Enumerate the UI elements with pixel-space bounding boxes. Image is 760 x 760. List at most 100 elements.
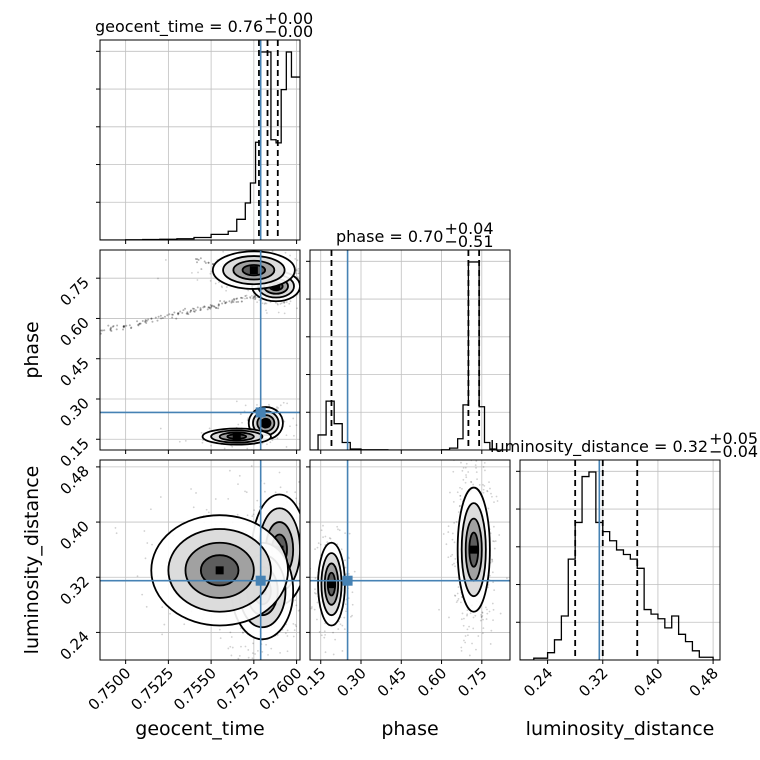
panel-phase-vs-geocent_time-sample [314, 292, 316, 294]
panel-geocent_time-vs-geocent_time-hist-group [100, 51, 300, 240]
panel-luminosity_distance-vs-phase-sample [458, 505, 461, 508]
panel-phase-vs-geocent_time-tail-sample [181, 311, 184, 314]
panel-phase-vs-geocent_time-sample [210, 444, 212, 447]
panel-phase-vs-geocent_time-tail-sample [196, 261, 199, 264]
panel-phase-vs-geocent_time-sample [239, 413, 242, 415]
panel-phase-vs-geocent_time-sample [288, 302, 291, 305]
title-geocent_time-plus: +0.00 [264, 9, 313, 28]
panel-luminosity_distance-vs-phase-sample [344, 603, 347, 606]
panel-luminosity_distance-vs-phase-sample [451, 563, 454, 566]
panel-luminosity_distance-vs-phase-sample [448, 616, 450, 619]
panel-luminosity_distance-vs-phase-sample [324, 633, 326, 636]
panel-phase-vs-geocent_time-tail-sample [207, 261, 210, 264]
panel-luminosity_distance-vs-phase-sample [469, 612, 472, 615]
panel-luminosity_distance-vs-phase-sample [462, 624, 465, 627]
panel-luminosity_distance-vs-geocent_time-sample [227, 497, 230, 500]
panel-luminosity_distance-vs-geocent_time-sample [219, 637, 222, 640]
panel-luminosity_distance-vs-phase-sample [345, 610, 347, 613]
panel-luminosity_distance-vs-phase-sample [491, 560, 494, 563]
panel-phase-vs-geocent_time-sample [285, 434, 288, 437]
ylabel-luminosity_distance: luminosity_distance [21, 466, 43, 655]
xtick-label-luminosity_distance-1: 0.32 [575, 664, 611, 700]
panel-luminosity_distance-vs-phase-sample [491, 558, 493, 561]
panel-phase-vs-geocent_time-tail-sample [159, 314, 162, 317]
panel-luminosity_distance-vs-geocent_time-sample [244, 645, 247, 648]
panel-luminosity_distance-vs-phase-sample [494, 540, 497, 542]
panel-luminosity_distance-vs-geocent_time-sample [302, 580, 304, 582]
xtick-label-luminosity_distance-3: 0.48 [686, 664, 722, 700]
panel-luminosity_distance-vs-phase-sample [315, 592, 317, 595]
panel-phase-vs-geocent_time-tail-sample [202, 306, 205, 309]
xlabel-geocent_time: geocent_time [135, 718, 264, 740]
panel-phase-vs-geocent_time-tail-sample [231, 300, 234, 303]
panel-luminosity_distance-vs-phase-sample [475, 467, 477, 469]
panel-phase-vs-geocent_time-tail-sample [214, 306, 217, 309]
panel-luminosity_distance-vs-phase-sample [442, 533, 445, 535]
panel-luminosity_distance-vs-phase-sample [310, 607, 313, 610]
panel-luminosity_distance-vs-phase-sample [338, 529, 341, 532]
panel-luminosity_distance-vs-phase-sample [474, 614, 477, 617]
panel-luminosity_distance-vs-phase-sample [492, 619, 494, 622]
frames-layer [99, 39, 721, 661]
panel-phase-vs-geocent_time-tail-sample [166, 314, 169, 317]
panel-phase-vs-geocent_time-tail-sample [207, 261, 210, 264]
panel-phase-vs-geocent_time-sample [306, 294, 308, 296]
panel-luminosity_distance-vs-phase-sample [492, 608, 495, 611]
panel-phase-vs-geocent_time-tail-sample [109, 329, 112, 332]
panel-luminosity_distance-vs-geocent_time-sample [163, 623, 166, 626]
panel-luminosity_distance-vs-phase-sample [337, 628, 340, 630]
panel-luminosity_distance-vs-geocent_time-sample [136, 575, 139, 578]
panel-phase-vs-geocent_time-sample [178, 440, 181, 443]
panel-phase-vs-geocent_time-sample [222, 250, 225, 253]
panel-phase-vs-geocent_time-sample [286, 402, 289, 405]
panel-phase-vs-geocent_time-tail-sample [103, 329, 106, 332]
panel-phase-vs-geocent_time-tail-sample [176, 312, 179, 315]
panel-phase-vs-geocent_time-tail-sample [130, 327, 133, 330]
panel-phase-vs-geocent_time-tail-sample [233, 298, 236, 301]
panel-luminosity_distance-vs-geocent_time-sample [251, 652, 254, 655]
panel-phase-vs-geocent_time-tail-sample [225, 301, 228, 304]
panel-luminosity_distance-vs-phase-sample [458, 504, 461, 507]
panel-phase-vs-geocent_time-tail-sample [210, 306, 213, 309]
panel-luminosity_distance-vs-geocent_time-sample [286, 629, 289, 632]
panel-phase-vs-geocent_time-sample [282, 401, 285, 404]
panel-luminosity_distance-vs-geocent_time-sample [278, 471, 281, 474]
panel-luminosity_distance-vs-phase-sample [479, 452, 481, 454]
panel-luminosity_distance-vs-geocent_time-sample [303, 472, 305, 474]
panel-phase-vs-geocent_time-tail-sample [173, 311, 176, 314]
panel-luminosity_distance-vs-phase-sample [320, 634, 323, 637]
panel-luminosity_distance-vs-geocent_time-sample [292, 622, 295, 625]
panel-luminosity_distance-vs-phase-sample [341, 650, 344, 652]
panel-luminosity_distance-vs-geocent_time-sample [301, 573, 303, 575]
panel-phase-vs-geocent_time-sample [241, 300, 243, 303]
panel-luminosity_distance-vs-phase-sample [453, 521, 456, 524]
panel-phase-vs-geocent_time-sample [325, 284, 327, 286]
panel-phase-vs-geocent_time-tail-sample [217, 303, 220, 306]
panel-luminosity_distance-vs-geocent_time-sample [254, 653, 257, 655]
panel-phase-vs-geocent_time-tail-sample [199, 309, 202, 312]
panel-luminosity_distance-vs-phase-sample [483, 484, 486, 487]
panel-phase-vs-geocent_time-tail-sample [233, 297, 236, 300]
panel-luminosity_distance-vs-geocent_time-sample [307, 621, 309, 623]
panel-phase-vs-geocent_time-sample [159, 427, 162, 430]
panel-luminosity_distance-vs-phase-sample [344, 559, 346, 562]
panel-luminosity_distance-vs-geocent_time-sample [159, 496, 162, 498]
panel-luminosity_distance-vs-geocent_time-sample [310, 535, 312, 537]
panel-phase-vs-geocent_time-sample [302, 275, 304, 277]
panel-phase-vs-geocent_time-sample [231, 232, 233, 234]
xtick-label-geocent_time-0: 0.7500 [85, 664, 135, 714]
panel-phase-vs-geocent_time-sample [271, 439, 274, 442]
panel-phase-vs-geocent_time-sample [302, 281, 304, 283]
panel-luminosity_distance-vs-geocent_time-sample [91, 533, 93, 535]
panel-luminosity_distance-vs-phase-frame [309, 459, 511, 661]
panel-phase-vs-geocent_time-sample [250, 294, 253, 297]
panel-luminosity_distance-vs-geocent_time-sample [304, 567, 306, 569]
panel-phase-vs-geocent_time-tail-sample [122, 326, 125, 329]
panel-phase-vs-geocent_time-sample [301, 277, 303, 279]
panel-luminosity_distance-vs-phase-sample [482, 491, 485, 494]
panel-phase-vs-geocent_time-sample [259, 452, 261, 454]
panel-phase-vs-geocent_time-sample [223, 447, 226, 450]
panel-luminosity_distance-vs-phase-sample [344, 566, 347, 569]
panel-luminosity_distance-vs-phase-sample [340, 548, 343, 551]
ytick-label-phase-0: 0.15 [56, 434, 92, 470]
